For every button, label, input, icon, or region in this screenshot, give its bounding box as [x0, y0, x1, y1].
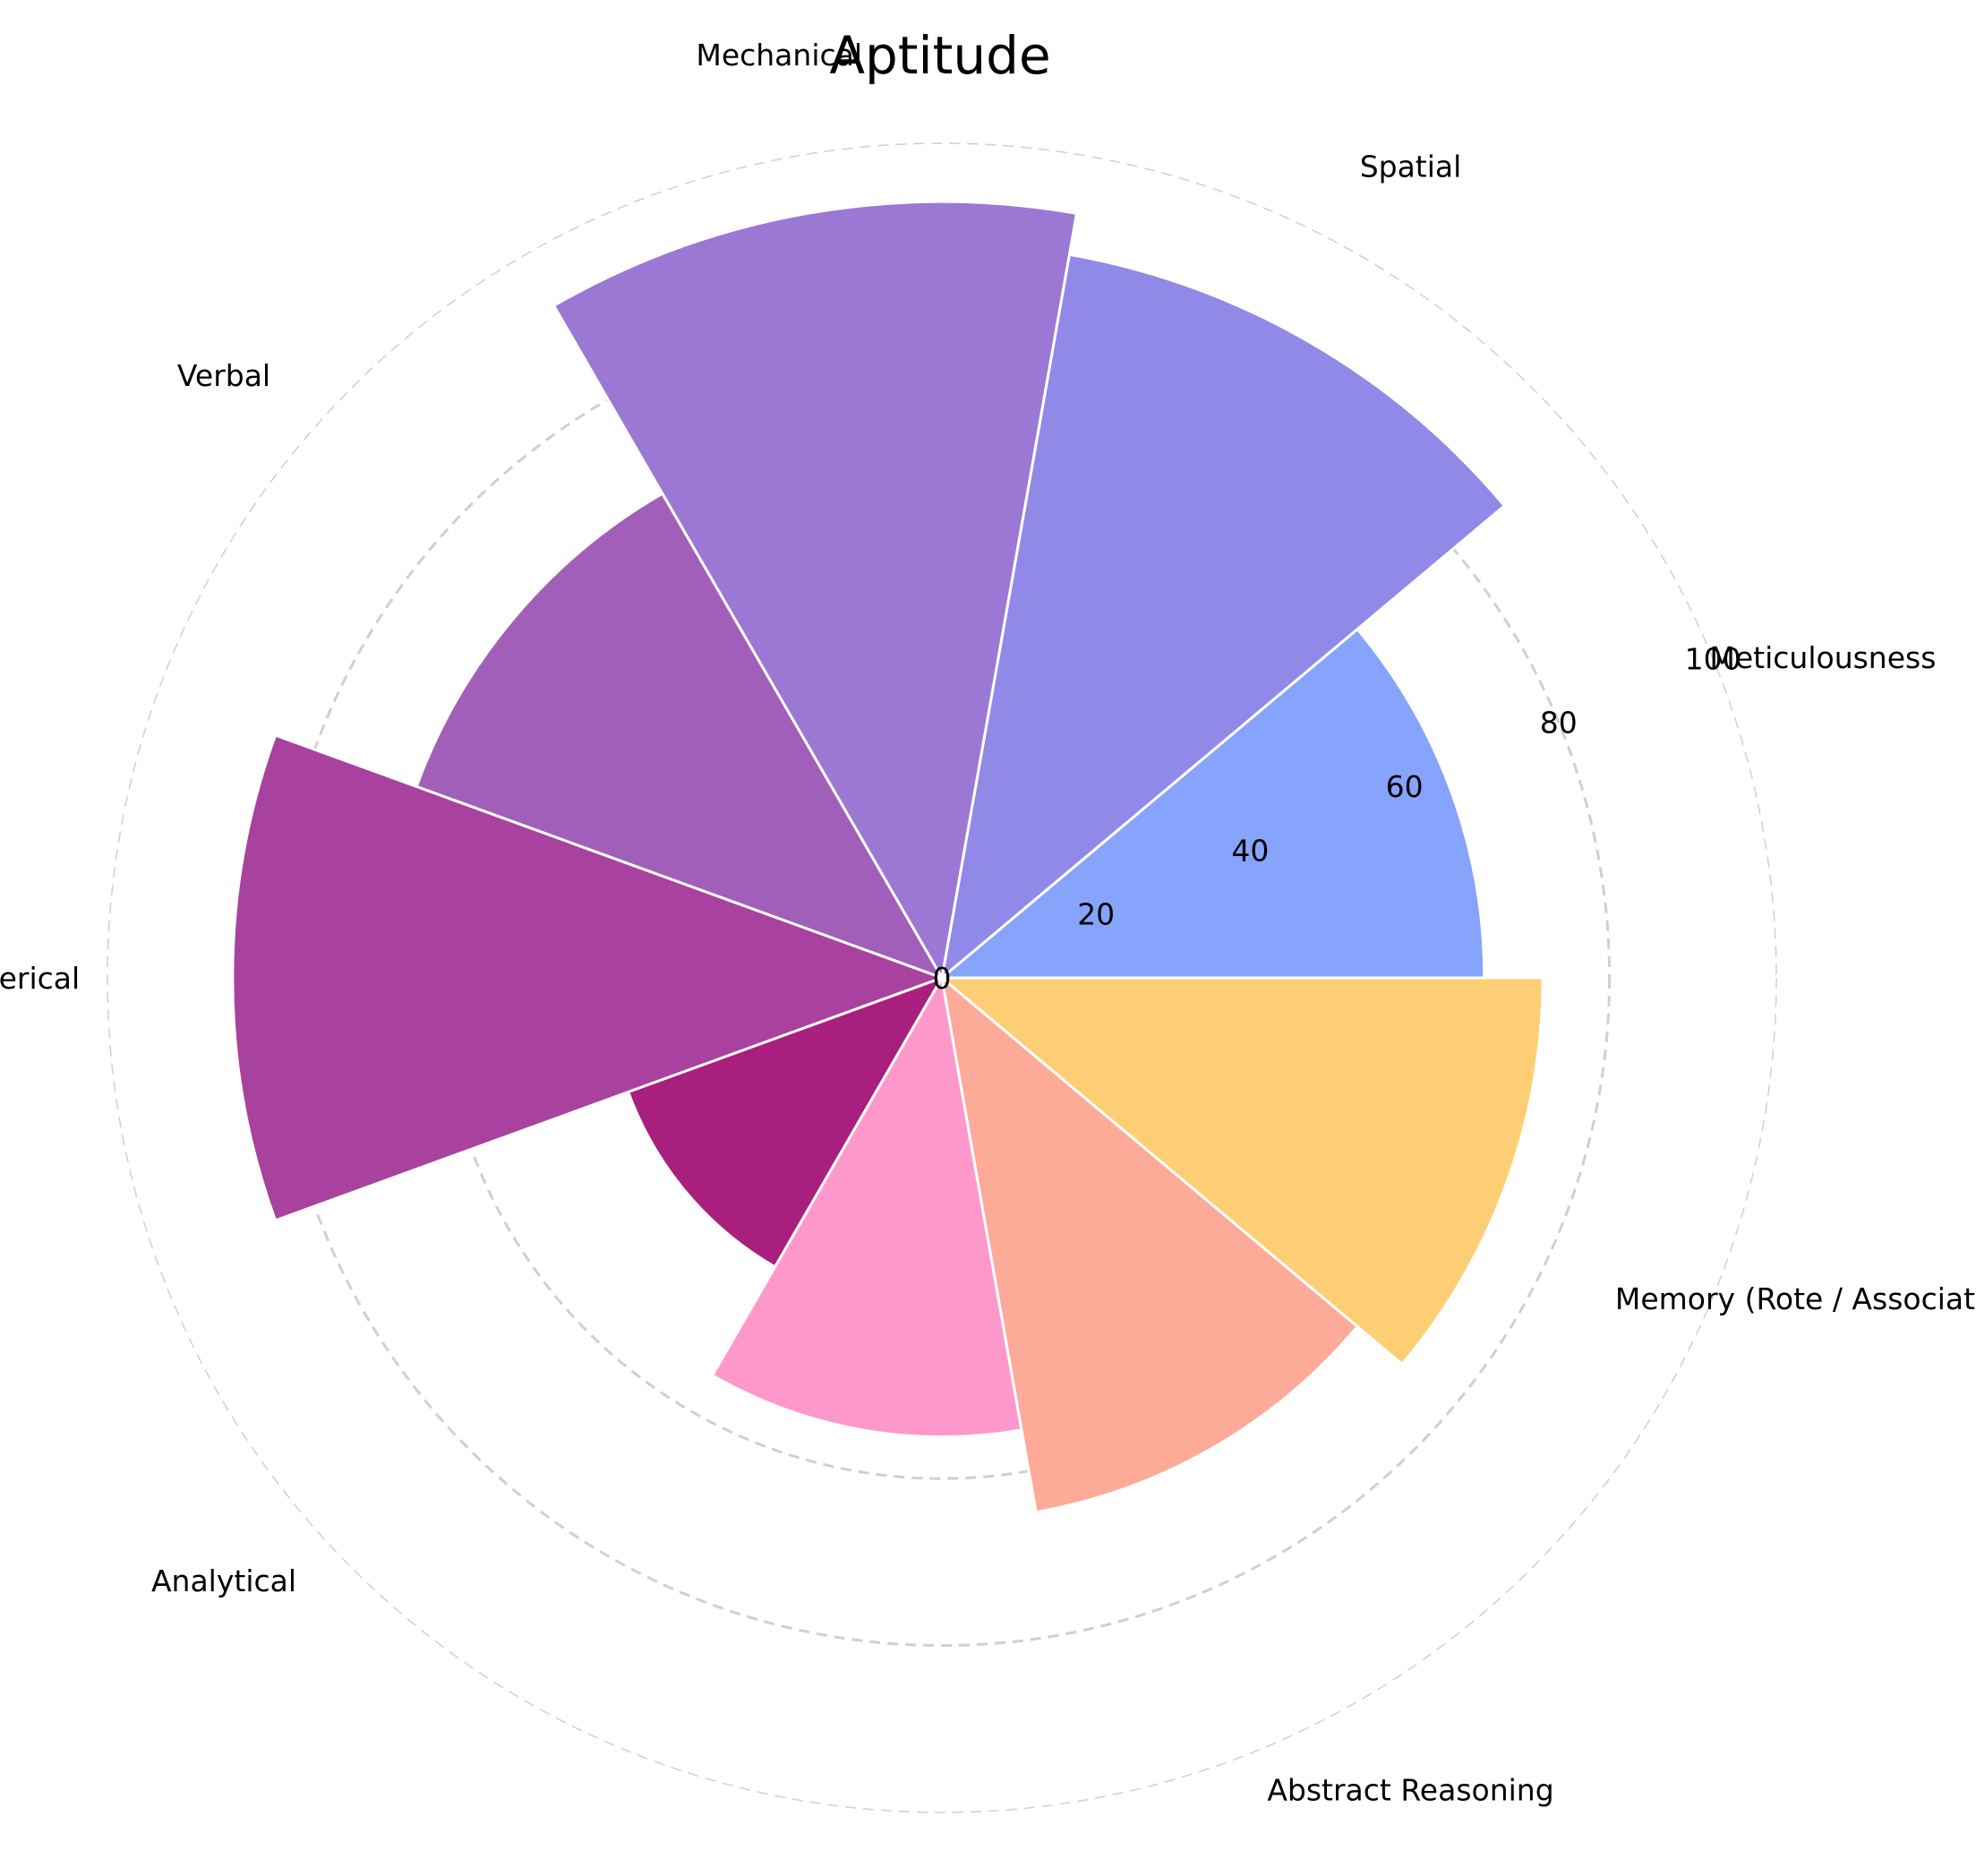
category-labels: Meticulousness Spatial Mechanical Verbal Num… — [0, 38, 1976, 1808]
category-label-verbal: Verbal — [177, 358, 270, 393]
category-label-spatial: Spatial — [1360, 149, 1462, 184]
category-label-meticulousness: Meticulousness — [1709, 640, 1936, 675]
bar-analytical — [626, 975, 945, 1269]
bars-layer — [231, 200, 1544, 1514]
r-tick-label-100: 100 — [1685, 641, 1741, 676]
category-label-analytical: Analytical — [151, 1563, 296, 1598]
tick-labels: 0 20 40 60 80 100 — [933, 641, 1741, 996]
r-tick-label-60: 60 — [1386, 769, 1424, 804]
bar-meticulousness — [937, 627, 1486, 980]
bar-spatial — [939, 253, 1507, 981]
bar-perceptual — [710, 973, 1023, 1439]
grid-ring-100 — [107, 142, 1777, 1813]
bar-verbal — [415, 492, 945, 981]
r-tick-label-80: 80 — [1540, 706, 1578, 741]
chart-title: Aptitude — [829, 25, 1050, 86]
r-tick-label-40: 40 — [1231, 833, 1269, 868]
bar-mechanical — [552, 200, 1079, 982]
bar-memory-rote-associative — [937, 976, 1544, 1366]
category-label-mechanical: Mechanical — [696, 38, 862, 73]
r-tick-label-20: 20 — [1077, 897, 1115, 932]
category-label-abstract-reasoning: Abstract Reasoning — [1267, 1773, 1553, 1808]
bar-numerical — [231, 733, 946, 1222]
category-label-numerical: Numerical — [0, 961, 80, 996]
r-tick-label-0: 0 — [933, 961, 952, 996]
bar-abstract-reasoning — [939, 974, 1360, 1514]
category-label-memory-rote-associative: Memory (Rote / Associative) — [1615, 1281, 1976, 1316]
